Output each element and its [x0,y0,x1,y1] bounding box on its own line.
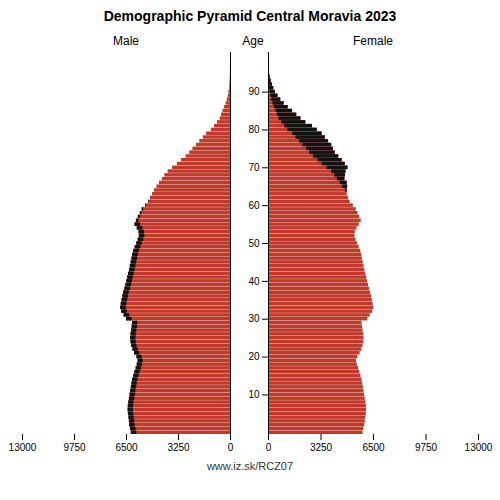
html-text:Female: Female [353,34,393,48]
svg-text:10: 10 [248,389,260,400]
svg-text:20: 20 [248,351,260,362]
html-text:Demographic Pyramid Central Mo: Demographic Pyramid Central Moravia 2023 [103,8,397,24]
svg-text:90: 90 [248,86,260,97]
svg-text:0: 0 [228,442,234,453]
svg-text:3250: 3250 [167,442,190,453]
svg-text:60: 60 [248,200,260,211]
svg-text:3250: 3250 [310,442,333,453]
svg-text:6500: 6500 [362,442,385,453]
svg-text:9750: 9750 [415,442,438,453]
html-text:Male: Male [113,34,139,48]
svg-text:40: 40 [248,276,260,287]
html-text:www.iz.sk/RCZ07: www.iz.sk/RCZ07 [206,460,294,472]
svg-text:70: 70 [248,162,260,173]
svg-text:30: 30 [248,313,260,324]
svg-text:6500: 6500 [115,442,138,453]
svg-text:50: 50 [248,238,260,249]
svg-text:9750: 9750 [63,442,86,453]
svg-text:13000: 13000 [465,442,493,453]
svg-text:0: 0 [266,442,272,453]
html-text:Age: Age [242,34,264,48]
svg-text:80: 80 [248,124,260,135]
svg-text:13000: 13000 [9,442,37,453]
